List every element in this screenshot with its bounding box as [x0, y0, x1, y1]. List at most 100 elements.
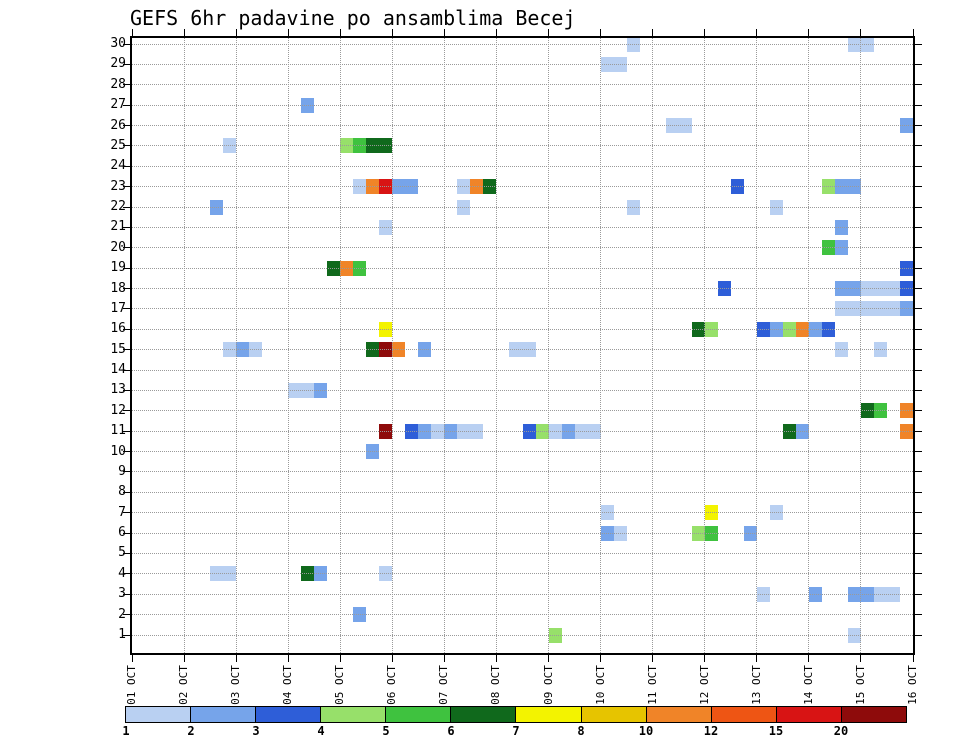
y-tick-right [915, 410, 922, 412]
x-axis-label: 02 OCT [177, 665, 191, 705]
grid-row-line [132, 125, 913, 127]
x-tick-top [235, 29, 237, 36]
colorbar-segment [646, 707, 712, 722]
grid-row-line [132, 430, 913, 432]
colorbar-segment [386, 707, 452, 722]
colorbar-tick-label: 20 [833, 724, 849, 738]
x-tick-bottom [548, 655, 550, 662]
y-axis-label: 5 [118, 545, 126, 561]
colorbar-tick-label: 2 [187, 724, 195, 738]
y-tick-right [915, 63, 922, 65]
grid-row-line [132, 451, 913, 453]
grid-row-line [132, 328, 913, 330]
grid-day-line [495, 38, 497, 653]
y-tick-right [915, 451, 922, 453]
colorbar-tick-label: 3 [252, 724, 260, 738]
y-tick-right [915, 288, 922, 290]
grid-row-line [132, 471, 913, 473]
y-tick-right [915, 43, 922, 45]
colorbar-labels: 1 2 3 4 5 6 7 8 10 12 15 20 [0, 724, 960, 740]
y-tick-right [915, 247, 922, 249]
x-tick-bottom [652, 655, 654, 662]
y-axis-label: 16 [110, 321, 126, 337]
colorbar-segment [581, 707, 647, 722]
y-axis-label: 10 [110, 443, 126, 459]
grid-row-line [132, 389, 913, 391]
x-tick-bottom [287, 655, 289, 662]
y-tick-left [123, 308, 130, 310]
grid-day-line [339, 38, 341, 653]
y-tick-left [123, 288, 130, 290]
y-axis-label: 3 [118, 586, 126, 602]
grid-row-line [132, 491, 913, 493]
x-tick-top [131, 29, 133, 36]
x-tick-bottom [443, 655, 445, 662]
x-tick-bottom [339, 655, 341, 662]
colorbar-segment [841, 707, 906, 722]
grid-day-line [808, 38, 810, 653]
y-tick-left [123, 389, 130, 391]
y-axis-label: 25 [110, 137, 126, 153]
x-axis-label: 07 OCT [437, 665, 451, 705]
colorbar-tick-label: 7 [512, 724, 520, 738]
grid-day-line [860, 38, 862, 653]
y-axis-label: 12 [110, 402, 126, 418]
y-axis-label: 2 [118, 606, 126, 622]
x-axis-label: 08 OCT [489, 665, 503, 705]
grid-day-line [183, 38, 185, 653]
y-tick-right [915, 491, 922, 493]
x-tick-bottom [183, 655, 185, 662]
y-tick-left [123, 349, 130, 351]
y-tick-left [123, 165, 130, 167]
y-tick-right [915, 186, 922, 188]
y-axis-label: 11 [110, 423, 126, 439]
colorbar-tick-label: 1 [122, 724, 130, 738]
y-tick-right [915, 389, 922, 391]
x-tick-top [860, 29, 862, 36]
grid-row-line [132, 573, 913, 575]
y-axis-label: 30 [110, 36, 126, 51]
y-tick-left [123, 512, 130, 514]
x-tick-top [704, 29, 706, 36]
x-axis-label: 15 OCT [853, 665, 867, 705]
grid-row-line [132, 512, 913, 514]
colorbar-segment [191, 707, 257, 722]
y-axis-label: 1 [118, 627, 126, 642]
y-axis-label: 15 [110, 341, 126, 357]
y-axis-label: 19 [110, 260, 126, 276]
x-tick-top [339, 29, 341, 36]
y-tick-right [915, 430, 922, 432]
y-tick-left [123, 634, 130, 636]
grid-day-line [756, 38, 758, 653]
x-axis-label: 14 OCT [801, 665, 815, 705]
x-tick-bottom [860, 655, 862, 662]
grid-row-line [132, 349, 913, 351]
y-axis-label: 17 [110, 300, 126, 316]
y-axis-label: 4 [118, 565, 126, 581]
y-tick-left [123, 104, 130, 106]
grid-day-line [235, 38, 237, 653]
y-axis-label: 14 [110, 362, 126, 378]
y-axis-label: 20 [110, 239, 126, 255]
grid-row-line [132, 165, 913, 167]
x-tick-bottom [235, 655, 237, 662]
y-axis-label: 8 [118, 484, 126, 500]
y-tick-left [123, 267, 130, 269]
y-tick-left [123, 63, 130, 65]
y-tick-right [915, 267, 922, 269]
colorbar-segment [776, 707, 842, 722]
colorbar-tick-label: 4 [317, 724, 325, 738]
plot-grid [132, 36, 913, 653]
colorbar-tick-label: 5 [382, 724, 390, 738]
grid-row-line [132, 267, 913, 269]
x-axis-label: 11 OCT [645, 665, 659, 705]
y-tick-right [915, 614, 922, 616]
colorbar-segment [516, 707, 582, 722]
y-tick-left [123, 430, 130, 432]
grid-day-line [391, 38, 393, 653]
colorbar-tick-label: 6 [447, 724, 455, 738]
y-tick-left [123, 471, 130, 473]
y-tick-right [915, 369, 922, 371]
x-tick-top [600, 29, 602, 36]
grid-row-line [132, 43, 913, 45]
